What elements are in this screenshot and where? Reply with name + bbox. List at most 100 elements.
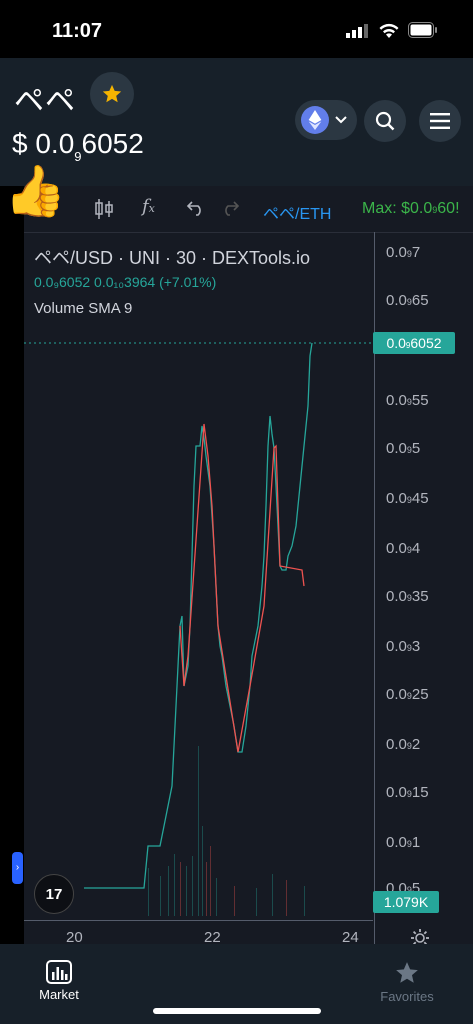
token-header: ペペ $ 0.096052	[0, 58, 473, 186]
pair-selector[interactable]: ペペ/ETH	[263, 206, 332, 223]
time-axis: 20 22 24	[24, 920, 373, 946]
price-axis-label: 0.092	[386, 736, 420, 753]
price-axis-label-sub: 9	[406, 839, 412, 849]
price-axis-label-sub: 9	[406, 445, 412, 455]
chart-panel[interactable]: fx ペペ/ETH Max: $0.0960! ペペ/USD · UNI · 3…	[24, 186, 473, 946]
expand-sidebar-button[interactable]: ›	[12, 852, 23, 884]
price-axis-label-sub: 9	[406, 885, 412, 895]
wifi-icon	[379, 23, 399, 38]
price-chart	[24, 342, 374, 916]
tab-market-label: Market	[39, 987, 79, 1002]
time-label: 22	[204, 929, 221, 946]
price-axis-label: 0.095	[386, 440, 420, 457]
price-axis-label-rest: 15	[411, 784, 429, 801]
price-axis-label-main: 0.0	[386, 638, 407, 655]
chart-legend-volume: Volume SMA 9	[34, 300, 133, 317]
tag-main: 0.0	[386, 335, 406, 351]
indicators-sub: x	[148, 202, 155, 215]
price-axis-label: 0.097	[386, 244, 420, 261]
price-axis-label-rest: 45	[411, 490, 429, 507]
price-axis-label-main: 0.0	[386, 440, 407, 457]
price-axis-line	[374, 232, 375, 944]
price-axis-label-rest: 5	[411, 880, 421, 897]
favorites-star-icon	[396, 962, 418, 983]
search-button[interactable]	[364, 100, 406, 142]
price-axis-label-rest: 7	[411, 244, 421, 261]
favorite-button[interactable]	[90, 72, 134, 116]
time-label: 20	[66, 929, 83, 946]
price-axis-label: 0.091	[386, 834, 420, 851]
token-price: $ 0.096052	[12, 128, 144, 164]
price-axis-label: 0.0965	[386, 292, 429, 309]
price-axis-label-sub: 9	[406, 691, 412, 701]
current-price-tag: 0.096052	[373, 332, 455, 354]
search-icon	[375, 111, 395, 131]
volume-bars	[148, 746, 305, 916]
token-name: ペペ	[14, 85, 76, 118]
price-axis-label-sub: 9	[406, 495, 412, 505]
price-axis-label: 0.093	[386, 638, 420, 655]
price-axis-label-sub: 9	[406, 789, 412, 799]
price-axis-label-main: 0.0	[386, 686, 407, 703]
price-axis-label-rest: 3	[411, 638, 421, 655]
ethereum-icon	[301, 106, 329, 134]
tradingview-logo[interactable]: 17	[34, 874, 74, 914]
price-axis-label-main: 0.0	[386, 588, 407, 605]
chain-selector[interactable]	[295, 100, 357, 140]
tag-sub: 9	[405, 341, 411, 350]
price-axis-label-rest: 1	[411, 834, 421, 851]
status-bar: 11:07	[0, 0, 473, 58]
price-axis-label-rest: 2	[411, 736, 421, 753]
price-subscript: 9	[74, 149, 82, 164]
menu-button[interactable]	[419, 100, 461, 142]
price-axis-label: 0.0945	[386, 490, 429, 507]
price-axis-label-main: 0.0	[386, 834, 407, 851]
price-axis-label-rest: 35	[411, 588, 429, 605]
tab-favorites-label: Favorites	[380, 989, 434, 1004]
chart-legend-title: ペペ/USD · UNI · 30 · DEXTools.io	[34, 248, 311, 268]
price-axis-label-main: 0.0	[386, 392, 407, 409]
max-price-label: Max: $0.0960!	[362, 200, 460, 218]
price-axis-label-rest: 65	[411, 292, 429, 309]
indicators-label: f	[142, 196, 149, 217]
chart-toolbar: fx ペペ/ETH Max: $0.0960!	[24, 186, 473, 233]
price-axis-label-sub: 9	[406, 545, 412, 555]
tab-favorites[interactable]: Favorites	[372, 960, 442, 1004]
chart-area: fx ペペ/ETH Max: $0.0960! ペペ/USD · UNI · 3…	[0, 186, 473, 946]
price-axis-label: 0.0955	[386, 392, 429, 409]
thumbs-up-emoji: 👍	[4, 163, 67, 219]
menu-icon	[430, 113, 450, 129]
price-axis-label-main: 0.0	[386, 244, 407, 261]
chart-legend-price: 0.0₉6052 0.0₁₀3964 (+7.01%)	[34, 274, 217, 290]
price-axis-label-main: 0.0	[386, 540, 407, 557]
price-axis-label-rest: 25	[411, 686, 429, 703]
price-axis-label: 0.0925	[386, 686, 429, 703]
price-axis-label-rest: 4	[411, 540, 421, 557]
price-main: $ 0.0	[12, 128, 75, 159]
price-axis-label-sub: 9	[406, 741, 412, 751]
price-axis-label: 0.0935	[386, 588, 429, 605]
max-main: Max: $0.0	[362, 200, 433, 217]
chevron-down-icon	[335, 116, 347, 124]
price-axis-label-rest: 5	[411, 440, 421, 457]
home-indicator	[153, 1008, 321, 1014]
price-digits: 6052	[81, 128, 144, 159]
indicators-button[interactable]: fx	[142, 196, 155, 217]
price-axis-label-sub: 9	[406, 593, 412, 603]
battery-icon	[408, 22, 437, 38]
price-axis-label-sub: 9	[406, 643, 412, 653]
tab-market[interactable]: Market	[34, 960, 84, 1002]
time-label: 24	[342, 929, 359, 946]
price-axis-label-main: 0.0	[386, 784, 407, 801]
market-chart-icon	[46, 960, 72, 984]
price-axis-label-main: 0.0	[386, 736, 407, 753]
max-sub: 9	[432, 205, 438, 215]
redo-icon[interactable]	[220, 200, 240, 216]
price-axis-label-sub: 9	[406, 297, 412, 307]
price-axis-label-rest: 55	[411, 392, 429, 409]
candles-icon[interactable]	[94, 198, 114, 220]
undo-icon[interactable]	[186, 200, 206, 216]
cellular-signal-icon	[346, 24, 368, 38]
max-digits: 60!	[437, 200, 460, 217]
price-axis-label: 0.094	[386, 540, 420, 557]
